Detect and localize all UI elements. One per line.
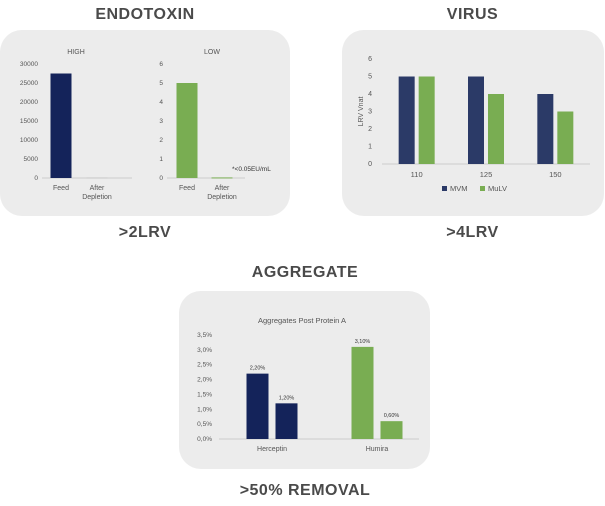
bar-herceptin-1 [275,403,298,439]
low-ytick: 4 [159,99,163,106]
bar-feed [50,73,72,178]
legend-label-mulv: MuLV [488,184,507,193]
virus-ytick: 2 [368,126,372,133]
aggregate-panel: Aggregates Post Protein A 0,0% 0,5% 1,0% 1,5… [179,291,430,469]
legend-swatch-mulv [480,186,485,191]
low-ytick: 1 [159,156,163,163]
x-tick-label: 110 [411,170,423,179]
x-tick-label: Herceptin [257,446,287,453]
endotoxin-result: >2LRV [118,224,172,241]
virus-ytick: 6 [368,56,372,63]
high-ytick: 15000 [20,118,38,125]
high-ytick: 0 [34,175,38,182]
agg-ytick: 0,0% [197,436,212,443]
chart-title: HIGH [67,49,85,56]
high-ytick: 20000 [20,99,38,106]
annotation: *<0.05EU/mL [232,166,271,173]
x-tick-label: 150 [549,170,562,179]
chart-title: Aggregates Post Protein A [258,316,346,325]
legend-swatch-mvm [442,186,447,191]
endotoxin-panel: HIGH 0 5000 10000 15000 20000 25000 30000 Feed Af… [0,30,290,216]
virus-result: >4LRV [446,224,499,241]
low-ytick: 3 [159,118,163,125]
virus-ytick: 3 [368,109,372,116]
bar-after-depletion [211,177,233,179]
aggregate-chart: Aggregates Post Protein A 0,0% 0,5% 1,0% 1,5… [197,316,419,453]
agg-ytick: 1,0% [197,406,212,413]
x-tick-label: 125 [480,170,493,179]
legend-label-mvm: MVM [450,184,468,193]
bar-mulv-150 [557,111,574,164]
agg-ytick: 3,0% [197,347,212,354]
bar-mvm-110 [398,76,415,164]
x-tick-label: Feed [179,185,195,192]
x-tick-label: Feed [53,185,69,192]
low-ytick: 2 [159,137,163,144]
high-ytick: 5000 [24,156,39,163]
y-axis-label: LRV Vnat [358,97,365,127]
virus-ytick: 1 [368,144,372,151]
bar-mvm-125 [468,76,484,164]
low-ytick: 0 [159,175,163,182]
x-tick-label: Depletion [207,194,237,201]
low-ytick: 5 [159,80,163,87]
agg-ytick: 0,5% [197,421,212,428]
high-ytick: 10000 [20,137,38,144]
bar-mvm-150 [537,94,554,164]
virus-ytick: 0 [368,161,372,168]
endotoxin-title: ENDOTOXIN [95,6,195,23]
high-ytick: 30000 [20,61,38,68]
virus-ytick: 5 [368,74,372,81]
low-chart: LOW 0 1 2 3 4 5 6 Feed After Depletion *<0.05EU/mL [159,49,271,201]
virus-ytick: 4 [368,91,372,98]
x-tick-label: Depletion [82,194,112,201]
aggregate-title: AGGREGATE [251,264,359,281]
virus-panel: 0 1 2 3 4 5 6 LRV Vnat 110 125 150 MVM MuLV [342,30,604,216]
bar-after-depletion [86,177,108,179]
bar-mulv-125 [488,94,504,164]
virus-title: VIRUS [446,6,499,23]
x-tick-label: After [90,185,105,192]
data-label: 0,60% [384,413,400,419]
data-label: 1,20% [279,395,295,401]
bar-feed [176,83,198,178]
x-tick-label: Humira [366,446,389,453]
agg-ytick: 2,0% [197,377,212,384]
agg-ytick: 1,5% [197,391,212,398]
data-label: 3,10% [355,339,371,345]
high-chart: HIGH 0 5000 10000 15000 20000 25000 30000 Feed Af… [20,49,132,201]
virus-chart: 0 1 2 3 4 5 6 LRV Vnat 110 125 150 MVM MuLV [358,56,590,193]
agg-ytick: 2,5% [197,362,212,369]
data-label: 2,20% [250,366,266,372]
chart-title: LOW [204,49,220,56]
bar-herceptin-0 [246,373,269,439]
aggregate-result: >50% REMOVAL [239,482,371,499]
low-ytick: 6 [159,61,163,68]
agg-ytick: 3,5% [197,332,212,339]
bar-mulv-110 [418,76,435,164]
high-ytick: 25000 [20,80,38,87]
x-tick-label: After [215,185,230,192]
bar-humira-1 [380,421,403,439]
bar-humira-0 [351,346,374,439]
